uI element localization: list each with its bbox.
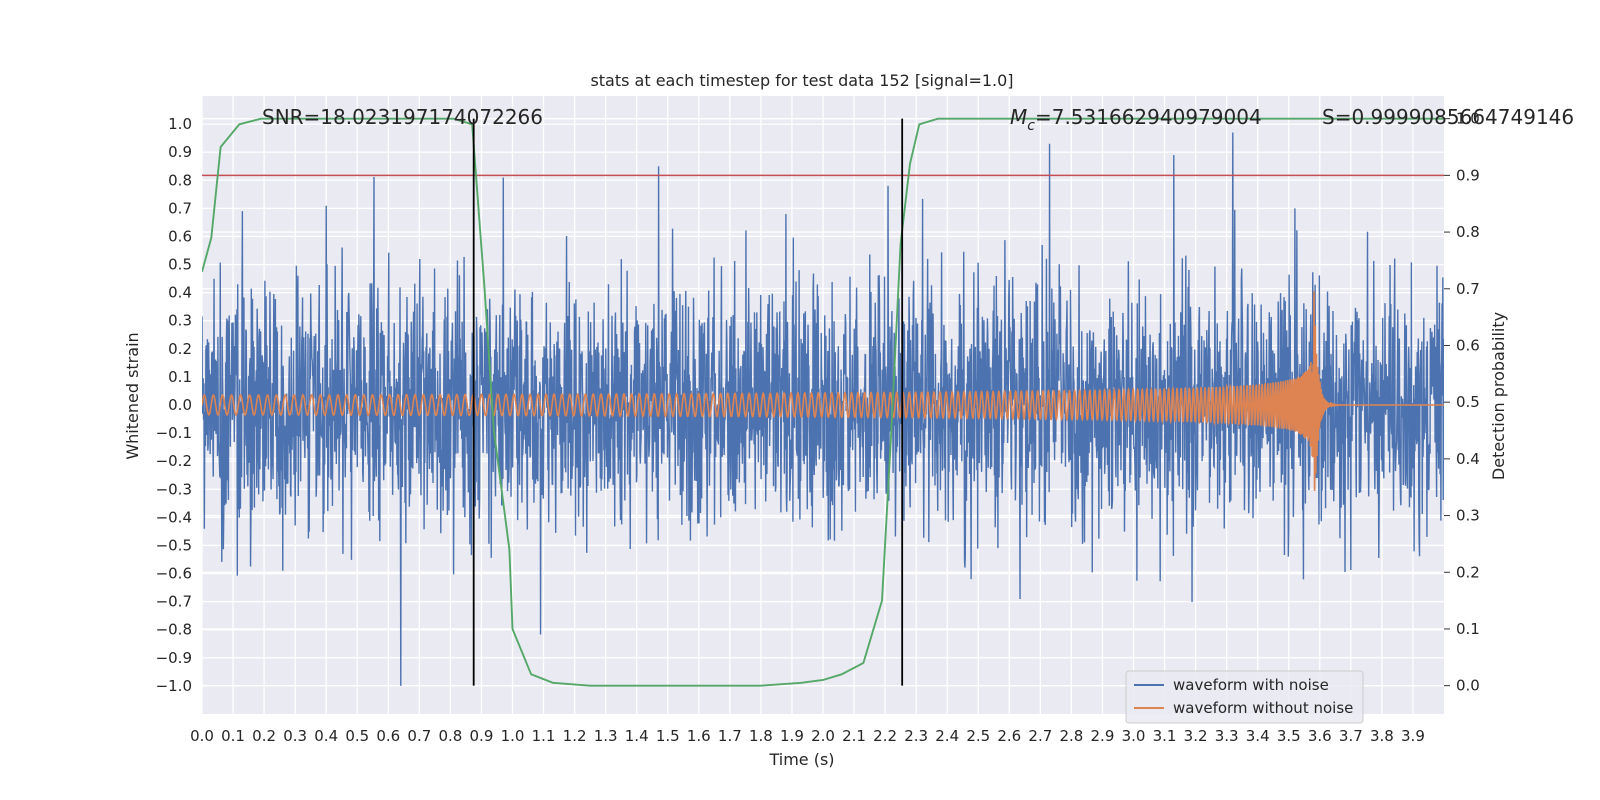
y2-tick-label: 1.0	[1456, 110, 1480, 128]
x-tick-label: 2.1	[842, 727, 866, 745]
x-tick-label: 1.9	[780, 727, 804, 745]
y2-tick-label: 0.9	[1456, 166, 1480, 184]
x-tick-label: 3.8	[1370, 727, 1394, 745]
legend-box	[1125, 670, 1364, 724]
y-tick-label: −0.1	[156, 424, 192, 442]
x-tick-label: 2.2	[873, 727, 897, 745]
y-tick-label: −0.8	[156, 621, 192, 639]
y2-tick-label: 0.5	[1456, 393, 1480, 411]
mc-symbol: M	[1010, 105, 1027, 129]
chart-title: stats at each timestep for test data 152…	[590, 71, 1013, 90]
mc-value: =7.531662940979004	[1035, 105, 1262, 129]
y-tick-label: −0.6	[156, 565, 192, 583]
x-tick-label: 2.7	[1028, 727, 1052, 745]
grid-lines	[201, 96, 1444, 714]
plot-series	[202, 117, 1444, 687]
x-tick-label: 3.1	[1153, 727, 1177, 745]
snr-annotation: SNR=18.023197174072266	[262, 105, 543, 129]
y2-tick-label: 0.0	[1456, 677, 1480, 695]
x-tick-label: 1.8	[749, 727, 773, 745]
y2-tick-label: 0.2	[1456, 563, 1480, 581]
y2-tick-label: 0.3	[1456, 507, 1480, 525]
x-tick-label: 2.9	[1091, 727, 1115, 745]
x-tick-label: 3.6	[1308, 727, 1332, 745]
x-tick-label: 2.5	[966, 727, 990, 745]
x-tick-label: 1.3	[594, 727, 618, 745]
x-tick-label: 3.4	[1246, 727, 1270, 745]
x-tick-label: 0.0	[190, 727, 214, 745]
x-tick-label: 1.6	[687, 727, 711, 745]
x-tick-label: 3.2	[1184, 727, 1208, 745]
series-detection-probability	[202, 117, 1444, 687]
y-tick-label: 0.0	[168, 396, 192, 414]
x-tick-label: 2.4	[935, 727, 959, 745]
y-tick-label: 0.9	[168, 143, 192, 161]
y-axis-label: Whitened strain	[123, 332, 142, 459]
y-tick-label: 1.0	[168, 115, 192, 133]
x-tick-label: 2.0	[811, 727, 835, 745]
x-tick-label: 1.1	[532, 727, 556, 745]
x-tick-label: 1.2	[563, 727, 587, 745]
y-tick-label: 0.6	[168, 227, 192, 245]
x-tick-label: 3.5	[1277, 727, 1301, 745]
y-tick-label: 0.2	[168, 340, 192, 358]
y-tick-label: −0.4	[156, 508, 192, 526]
x-tick-label: 1.0	[501, 727, 525, 745]
x-tick-label: 0.2	[252, 727, 276, 745]
y2-tick-label: 0.8	[1456, 223, 1480, 241]
mc-subscript: c	[1027, 118, 1035, 134]
x-tick-label: 0.5	[345, 727, 369, 745]
y2-tick-label: 0.6	[1456, 336, 1480, 354]
x-tick-label: 0.1	[221, 727, 245, 745]
y-tick-label: −0.5	[156, 536, 192, 554]
y2-axis-ticks: 1.0 0.9 0.8 0.7 0.6 0.5 0.4 0.3 0.2 0.1 0.0	[1444, 110, 1480, 695]
y-tick-label: 0.1	[168, 368, 192, 386]
x-tick-label: 2.8	[1059, 727, 1083, 745]
x-tick-label: 0.8	[438, 727, 462, 745]
series-waveform-with-noise	[202, 132, 1444, 686]
y-tick-label: −0.7	[156, 593, 192, 611]
x-axis-label: Time (s)	[768, 750, 834, 769]
y-tick-label: 0.3	[168, 312, 192, 330]
x-tick-label: 1.4	[625, 727, 649, 745]
x-axis-ticks: 0.0 0.1 0.2 0.3 0.4 0.5 0.6 0.7 0.8 0.9 1.0 1.1 1.2 1…	[190, 727, 1425, 745]
chirp-mass-annotation: Mc=7.531662940979004	[1010, 105, 1262, 134]
x-tick-label: 0.7	[407, 727, 431, 745]
x-tick-label: 0.4	[314, 727, 338, 745]
y-tick-label: −0.9	[156, 649, 192, 667]
y-tick-label: −1.0	[156, 677, 192, 695]
y-tick-label: 0.8	[168, 171, 192, 189]
legend-label-clean: waveform without noise	[1173, 699, 1353, 717]
y-axis-ticks: 1.0 0.9 0.8 0.7 0.6 0.5 0.4 0.3 0.2 0.1 0.0 −0.1 −0.…	[156, 115, 192, 695]
y-tick-label: −0.3	[156, 480, 192, 498]
series-waveform-without-noise	[202, 291, 1444, 491]
x-tick-label: 1.5	[656, 727, 680, 745]
x-tick-label: 3.7	[1339, 727, 1363, 745]
x-tick-label: 3.0	[1122, 727, 1146, 745]
y2-tick-label: 0.4	[1456, 450, 1480, 468]
x-tick-label: 3.3	[1215, 727, 1239, 745]
s-annotation: S=0.9999085664749146	[1322, 105, 1574, 129]
y-tick-label: −0.2	[156, 452, 192, 470]
y-tick-label: 0.7	[168, 199, 192, 217]
x-tick-label: 0.3	[283, 727, 307, 745]
x-tick-label: 2.6	[997, 727, 1021, 745]
y2-tick-label: 0.7	[1456, 280, 1480, 298]
x-tick-label: 0.9	[470, 727, 494, 745]
y2-tick-label: 0.1	[1456, 620, 1480, 638]
legend: waveform with noise waveform without noi…	[1125, 670, 1364, 724]
y2-axis-label: Detection probability	[1489, 312, 1508, 480]
y-tick-label: 0.5	[168, 256, 192, 274]
x-tick-label: 3.9	[1401, 727, 1425, 745]
x-tick-label: 1.7	[718, 727, 742, 745]
y-tick-label: 0.4	[168, 284, 192, 302]
x-tick-label: 0.6	[376, 727, 400, 745]
legend-label-noise: waveform with noise	[1173, 676, 1329, 694]
x-tick-label: 2.3	[904, 727, 928, 745]
